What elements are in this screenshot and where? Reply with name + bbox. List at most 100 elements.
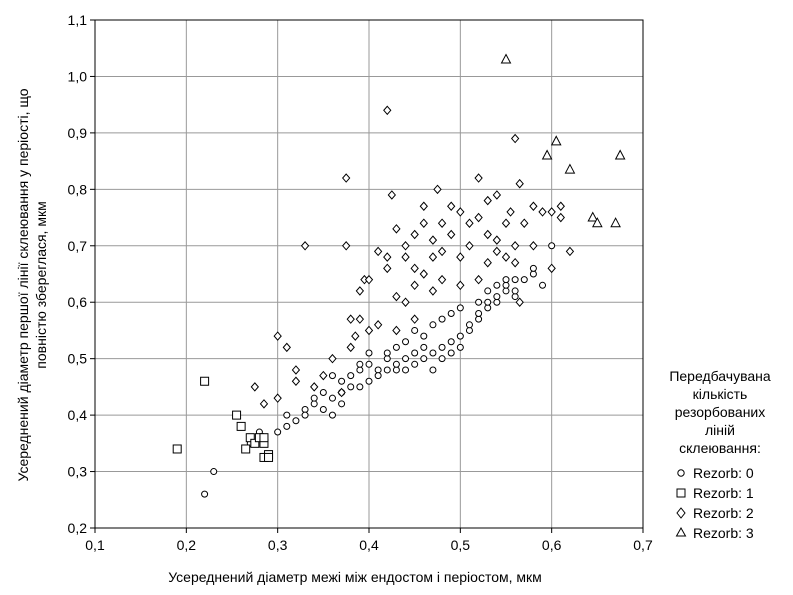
data-point-rezorb-0 (420, 355, 428, 363)
data-point-rezorb-0 (283, 411, 291, 419)
data-point-rezorb-2 (410, 263, 419, 274)
legend-title-line-1: Передбачувана (669, 368, 771, 384)
data-point-rezorb-0 (511, 276, 519, 284)
data-point-rezorb-2 (529, 201, 538, 212)
data-point-rezorb-2 (547, 207, 556, 217)
data-point-rezorb-2 (342, 173, 351, 183)
y-axis-label-line-2: повністю збереглася, мкм (33, 201, 49, 368)
data-point-rezorb-2 (538, 207, 547, 217)
data-point-rezorb-0 (438, 355, 446, 363)
data-point-rezorb-0 (484, 298, 492, 306)
legend-marker-rezorb-1 (676, 488, 686, 498)
data-point-rezorb-0 (365, 360, 373, 368)
data-point-rezorb-0 (465, 321, 473, 329)
data-point-rezorb-0 (456, 332, 464, 340)
data-point-rezorb-0 (493, 293, 501, 301)
data-point-rezorb-2 (428, 235, 438, 245)
y-tick-label: 1,0 (68, 68, 88, 84)
data-point-rezorb-0 (356, 383, 364, 391)
data-point-rezorb-2 (328, 353, 337, 364)
data-point-rezorb-2 (501, 252, 511, 262)
data-point-rezorb-0 (274, 428, 282, 436)
data-point-rezorb-0 (411, 360, 419, 368)
data-point-rezorb-0 (292, 417, 300, 425)
data-point-rezorb-2 (383, 263, 392, 274)
data-point-rezorb-3 (550, 135, 562, 146)
data-point-rezorb-2 (392, 291, 401, 302)
data-point-rezorb-2 (291, 376, 301, 387)
data-point-rezorb-0 (456, 343, 464, 351)
data-point-rezorb-0 (347, 372, 355, 380)
data-point-rezorb-0 (210, 468, 218, 476)
data-point-rezorb-1 (200, 376, 210, 386)
data-point-rezorb-0 (520, 276, 528, 284)
legend-title-line-5: склеювання: (679, 440, 761, 456)
data-point-rezorb-2 (474, 212, 483, 223)
legend-title-line-2: кількість (693, 386, 748, 402)
y-tick-label: 0,5 (68, 351, 88, 367)
data-point-rezorb-0 (365, 349, 373, 357)
data-point-rezorb-1 (236, 421, 246, 431)
data-point-rezorb-2 (515, 178, 524, 189)
data-point-rezorb-2 (351, 331, 360, 341)
data-point-rezorb-2 (419, 201, 428, 212)
data-point-rezorb-2 (437, 274, 447, 285)
x-tick-label: 0,1 (85, 537, 105, 553)
data-point-rezorb-2 (474, 173, 483, 183)
data-point-rezorb-2 (401, 252, 410, 262)
data-point-rezorb-0 (411, 326, 419, 334)
data-point-rezorb-2 (428, 286, 438, 296)
data-point-rezorb-0 (319, 389, 327, 397)
data-point-rezorb-3 (500, 53, 512, 64)
data-point-rezorb-2 (355, 314, 365, 324)
x-tick-label: 0,2 (177, 537, 197, 553)
data-point-rezorb-0 (383, 349, 391, 357)
data-point-rezorb-1 (264, 452, 274, 462)
data-point-rezorb-2 (447, 229, 456, 240)
data-point-rezorb-2 (492, 235, 502, 245)
data-point-rezorb-2 (456, 280, 465, 291)
data-point-rezorb-0 (365, 377, 373, 385)
data-point-rezorb-2 (419, 218, 428, 228)
data-point-rezorb-2 (465, 241, 474, 251)
data-point-rezorb-2 (410, 314, 419, 324)
y-axis-ticks: 0,2 0,3 0,4 0,5 0,6 0,7 0,8 0,9 1,0 1,1 (68, 12, 95, 536)
data-point-rezorb-2 (346, 342, 355, 353)
data-point-rezorb-0 (374, 372, 382, 380)
data-point-rezorb-2 (273, 331, 282, 341)
data-point-rezorb-2 (410, 280, 419, 291)
data-point-rezorb-2 (401, 297, 410, 307)
data-point-rezorb-0 (310, 394, 318, 402)
data-point-rezorb-1 (259, 433, 269, 443)
data-point-rezorb-0 (429, 366, 437, 374)
data-point-rezorb-2 (501, 218, 511, 228)
data-point-rezorb-2 (383, 105, 392, 116)
data-point-rezorb-2 (565, 246, 575, 257)
data-point-rezorb-2 (510, 241, 520, 251)
data-point-rezorb-1 (245, 433, 255, 443)
data-point-rezorb-0 (402, 366, 410, 374)
data-point-rezorb-2 (483, 257, 492, 268)
data-point-rezorb-0 (548, 242, 556, 250)
x-axis-ticks: 0,1 0,2 0,3 0,4 0,5 0,6 0,7 (85, 528, 653, 553)
y-axis-label-line-1: Усереднений діаметр першої лінії склеюва… (15, 88, 31, 481)
data-point-rezorb-0 (392, 343, 400, 351)
data-point-rezorb-0 (402, 338, 410, 346)
data-point-rezorb-0 (374, 366, 382, 374)
data-point-rezorb-0 (493, 298, 501, 306)
x-tick-label: 0,7 (633, 537, 653, 553)
data-point-rezorb-0 (301, 411, 309, 419)
data-point-rezorb-2 (364, 325, 374, 336)
data-point-rezorb-2 (319, 370, 328, 381)
y-tick-label: 0,8 (68, 181, 88, 197)
y-tick-label: 0,6 (68, 294, 88, 310)
data-point-rezorb-0 (411, 349, 419, 357)
data-point-rezorb-2 (447, 201, 456, 212)
data-point-rezorb-2 (337, 387, 346, 398)
legend-marker-rezorb-3 (675, 526, 687, 537)
y-tick-label: 0,3 (68, 464, 88, 480)
data-point-rezorb-0 (475, 310, 483, 318)
x-tick-label: 0,6 (542, 537, 562, 553)
data-point-rezorb-0 (484, 304, 492, 312)
legend-label-rezorb-1: Rezorb: 1 (693, 485, 754, 501)
